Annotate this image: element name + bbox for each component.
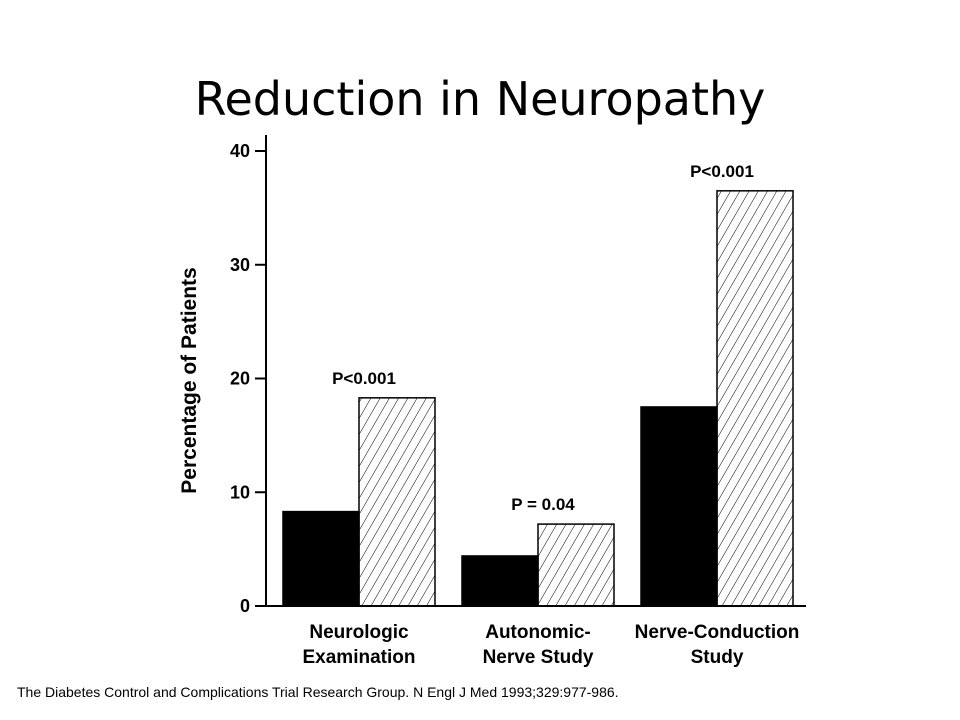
bar-solid xyxy=(282,510,360,607)
y-tick-label: 0 xyxy=(240,596,250,616)
category-label: Neurologic xyxy=(309,622,409,643)
labels: 0 10 20 30 40 Percentage of Patients P<0.001 Ne… xyxy=(178,141,799,668)
bars xyxy=(282,190,794,607)
y-tick-label: 30 xyxy=(230,255,250,275)
p-value-label: P = 0.04 xyxy=(511,495,575,514)
bar-hatched xyxy=(358,397,436,607)
bar-hatched xyxy=(716,190,794,607)
bar-solid xyxy=(640,406,718,607)
category-label: Nerve-Conduction xyxy=(635,622,800,643)
y-tick-label: 20 xyxy=(230,369,250,389)
citation: The Diabetes Control and Complications T… xyxy=(17,684,619,700)
bar-hatched xyxy=(537,523,615,607)
category-label: Autonomic- xyxy=(485,622,591,643)
bar-solid xyxy=(461,555,539,607)
y-tick-label: 10 xyxy=(230,482,250,502)
y-axis-title: Percentage of Patients xyxy=(178,267,201,493)
y-tick-label: 40 xyxy=(230,141,250,161)
bar-chart: 0 10 20 30 40 Percentage of Patients P<0.001 Ne… xyxy=(178,135,806,668)
category-label: Examination xyxy=(303,647,416,668)
category-label: Study xyxy=(691,647,744,668)
p-value-label: P<0.001 xyxy=(690,162,754,181)
slide-title: Reduction in Neuropathy xyxy=(194,72,766,126)
category-label: Nerve Study xyxy=(483,647,594,668)
p-value-label: P<0.001 xyxy=(332,369,396,388)
